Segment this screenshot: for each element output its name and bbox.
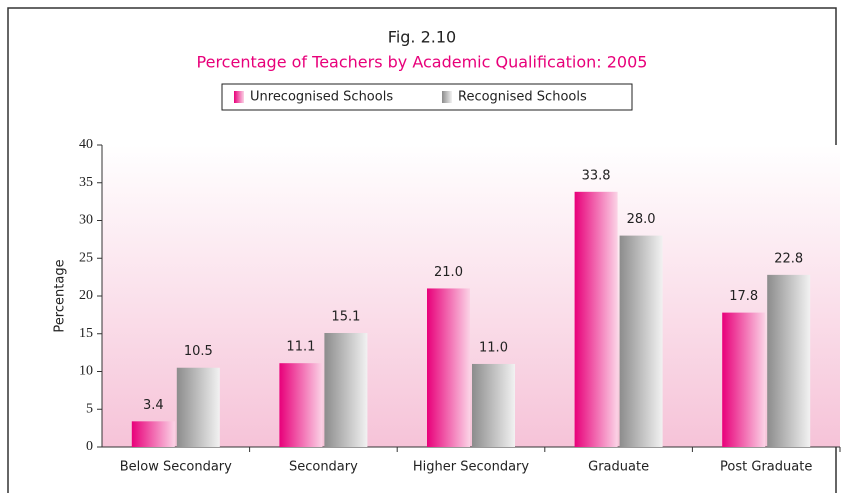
chart-subtitle: Percentage of Teachers by Academic Quali… xyxy=(197,53,648,72)
data-label: 21.0 xyxy=(434,265,463,280)
x-tick-label: Graduate xyxy=(588,460,649,475)
y-tick-label: 25 xyxy=(79,250,93,265)
data-label: 15.1 xyxy=(331,309,360,324)
y-tick-label: 5 xyxy=(86,401,93,416)
legend-swatch xyxy=(442,91,452,103)
legend-label: Recognised Schools xyxy=(458,90,587,105)
y-tick-label: 20 xyxy=(79,288,93,303)
legend-swatch xyxy=(234,91,244,103)
chart-title: Fig. 2.10 xyxy=(388,28,456,47)
data-label: 10.5 xyxy=(184,344,213,359)
data-label: 11.1 xyxy=(286,340,315,355)
bar xyxy=(574,191,618,447)
bar xyxy=(324,332,368,447)
bar xyxy=(722,312,766,447)
data-label: 11.0 xyxy=(479,340,508,355)
legend-box xyxy=(221,83,633,111)
bar xyxy=(176,367,220,447)
legend-label: Unrecognised Schools xyxy=(250,90,393,105)
bar xyxy=(767,274,811,447)
x-tick-label: Post Graduate xyxy=(720,460,812,475)
plot-area xyxy=(102,145,840,447)
bar xyxy=(619,235,663,447)
x-tick-label: Secondary xyxy=(289,460,358,475)
y-axis-label: Percentage xyxy=(53,259,68,332)
bar xyxy=(131,421,175,447)
x-tick-label: Below Secondary xyxy=(120,460,232,475)
y-tick-label: 15 xyxy=(79,326,93,341)
data-label: 22.8 xyxy=(774,251,803,266)
x-tick-label: Higher Secondary xyxy=(413,460,530,475)
y-tick-label: 10 xyxy=(79,364,93,379)
data-label: 3.4 xyxy=(143,398,164,413)
data-label: 17.8 xyxy=(729,289,758,304)
y-tick-label: 40 xyxy=(79,137,93,152)
y-tick-label: 30 xyxy=(79,213,93,228)
y-tick-label: 35 xyxy=(79,175,93,190)
data-label: 28.0 xyxy=(627,212,656,227)
bar xyxy=(427,288,470,447)
bar xyxy=(472,363,515,447)
bar xyxy=(279,363,323,447)
y-tick-label: 0 xyxy=(86,439,93,454)
data-label: 33.8 xyxy=(582,168,611,183)
